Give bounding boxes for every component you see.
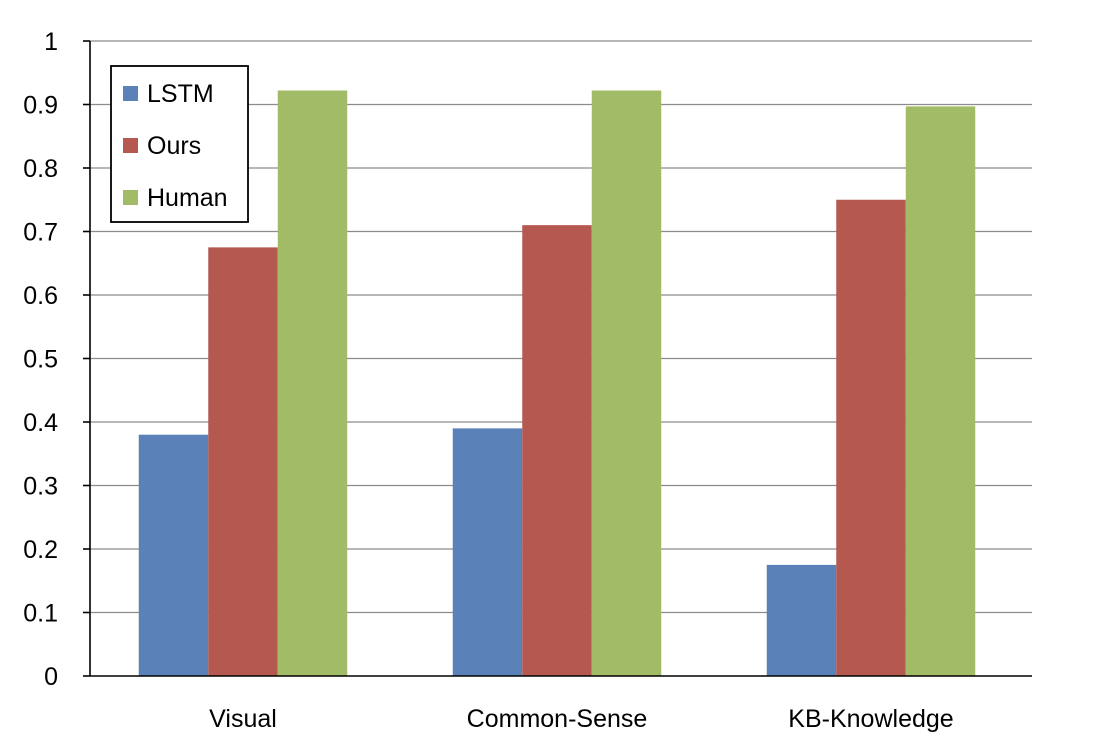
x-category-label: Visual — [209, 705, 277, 733]
bar-lstm-visual — [138, 434, 209, 676]
bar-human-kb-knowledge — [905, 106, 976, 676]
bars — [138, 90, 976, 676]
y-tick-label: 0.4 — [23, 409, 58, 437]
legend: LSTM Ours Human — [110, 65, 249, 223]
bar-ours-common-sense — [522, 225, 592, 676]
y-tick-label: 0.2 — [23, 536, 58, 564]
y-tick-label: 0.6 — [23, 282, 58, 310]
y-tick-label: 0.8 — [23, 155, 58, 183]
legend-label: LSTM — [147, 80, 214, 108]
legend-label: Human — [147, 184, 228, 212]
y-tick-label: 0.7 — [23, 219, 58, 247]
y-tick-label: 0 — [44, 663, 58, 691]
bar-lstm-kb-knowledge — [766, 564, 837, 676]
x-category-label: Common-Sense — [467, 705, 648, 733]
y-tick-labels: 0 0.1 0.2 0.3 0.4 0.5 0.6 0.7 0.8 0.9 1 — [23, 28, 58, 691]
bar-ours-kb-knowledge — [836, 199, 906, 676]
legend-label: Ours — [147, 132, 201, 160]
x-category-label: KB-Knowledge — [788, 705, 953, 733]
y-tick-label: 1 — [44, 28, 58, 56]
axes — [83, 40, 1032, 677]
legend-swatch-human — [123, 190, 138, 205]
bar-lstm-common-sense — [452, 428, 523, 676]
bar-human-common-sense — [591, 90, 662, 676]
y-tick-label: 0.5 — [23, 346, 58, 374]
legend-swatch-ours — [123, 138, 138, 153]
y-tick-label: 0.9 — [23, 92, 58, 120]
y-tick-label: 0.1 — [23, 600, 58, 628]
bar-human-visual — [277, 90, 348, 676]
legend-swatch-lstm — [123, 86, 138, 101]
x-category-labels: Visual Common-Sense KB-Knowledge — [209, 705, 954, 733]
y-tick-label: 0.3 — [23, 473, 58, 501]
bar-ours-visual — [208, 247, 278, 676]
